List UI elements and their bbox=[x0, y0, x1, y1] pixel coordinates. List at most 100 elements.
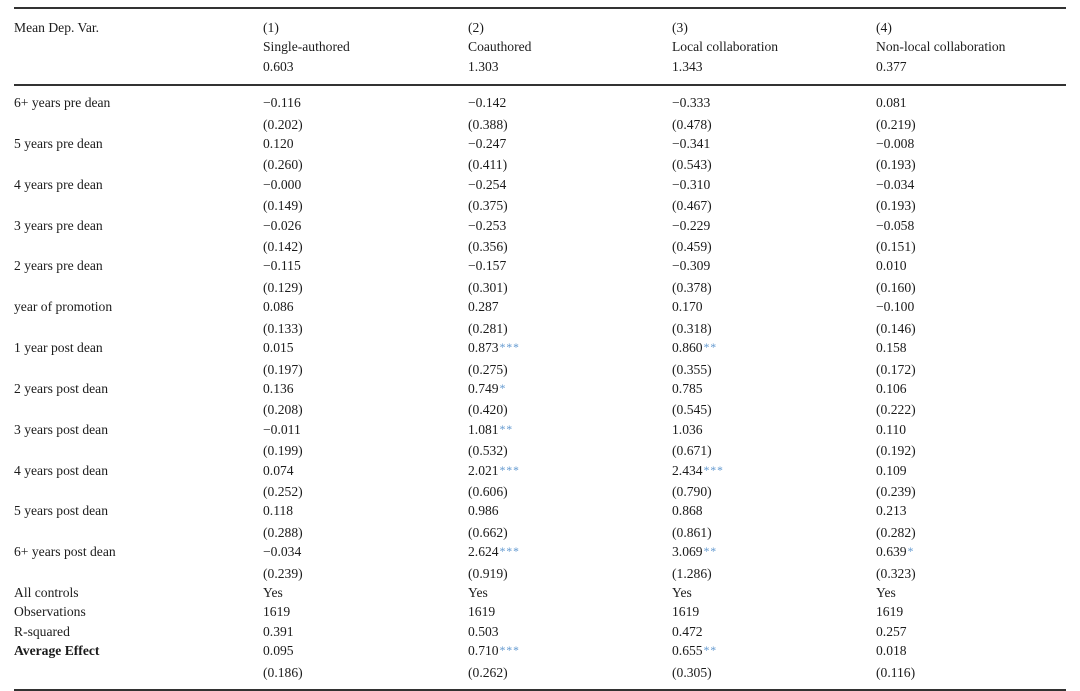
coefficient-cell: 0.710*** bbox=[468, 641, 672, 662]
coefficient-cell: 1.036 bbox=[672, 420, 876, 441]
standard-error-cell: (0.208) bbox=[263, 400, 468, 419]
standard-error-value: (0.199) bbox=[263, 443, 303, 459]
standard-error-cell: (0.478) bbox=[672, 115, 876, 134]
coefficient-cell: 0.639* bbox=[876, 542, 1066, 563]
standard-error-row: (0.149) (0.375) (0.467) (0.193) bbox=[14, 196, 1066, 215]
coefficient-cell: −0.008 bbox=[876, 134, 1066, 155]
standard-error-row: (0.202) (0.388) (0.478) (0.219) bbox=[14, 115, 1066, 134]
coefficient-cell: 0.010 bbox=[876, 256, 1066, 277]
coefficient-value: 0.010 bbox=[876, 258, 907, 274]
coefficient-row: year of promotion 0.086 0.287 0.170 −0.100 bbox=[14, 297, 1066, 318]
coefficient-cell: 0.015 bbox=[263, 338, 468, 359]
header-mean-dep-var-label: Mean Dep. Var. bbox=[14, 20, 100, 35]
standard-error-cell: (0.275) bbox=[468, 360, 672, 379]
summary-value-cell: 1619 bbox=[876, 604, 904, 620]
coefficient-value: 0.136 bbox=[263, 380, 294, 396]
standard-error-value: (0.192) bbox=[876, 443, 916, 459]
column-header-1: (1) Single-authored 0.603 bbox=[263, 8, 468, 85]
standard-error-value: (0.861) bbox=[672, 524, 712, 540]
standard-error-value: (0.281) bbox=[468, 320, 508, 336]
coefficient-value: 0.655 bbox=[672, 643, 703, 659]
standard-error-cell: (0.193) bbox=[876, 155, 1066, 174]
summary-value-cell: Yes bbox=[672, 584, 692, 600]
coefficient-value: −0.000 bbox=[263, 176, 302, 192]
standard-error-cell: (0.239) bbox=[876, 482, 1066, 501]
coefficient-cell: −0.034 bbox=[263, 542, 468, 563]
row-label: Average Effect bbox=[14, 643, 100, 659]
row-label: 5 years post dean bbox=[14, 503, 108, 519]
coefficient-cell: 0.109 bbox=[876, 461, 1066, 482]
coefficient-cell: 0.213 bbox=[876, 501, 1066, 522]
standard-error-cell: (0.282) bbox=[876, 523, 1066, 542]
coefficient-row: 3 years pre dean −0.026 −0.253 −0.229 −0.058 bbox=[14, 216, 1066, 237]
coefficient-value: 2.434 bbox=[672, 462, 703, 478]
coefficient-value: 0.868 bbox=[672, 503, 703, 519]
standard-error-cell: (0.919) bbox=[468, 564, 672, 583]
standard-error-value: (0.378) bbox=[672, 279, 712, 295]
row-label: 4 years pre dean bbox=[14, 176, 103, 192]
coefficient-cell: 0.106 bbox=[876, 379, 1066, 400]
significance-stars: *** bbox=[499, 464, 520, 477]
significance-stars: *** bbox=[499, 645, 520, 658]
standard-error-value: (0.219) bbox=[876, 116, 916, 132]
coefficient-value: 0.095 bbox=[263, 643, 294, 659]
standard-error-value: (0.116) bbox=[876, 664, 916, 680]
coefficient-value: 0.986 bbox=[468, 503, 499, 519]
coefficient-value: 2.624 bbox=[468, 544, 499, 560]
coefficient-value: 1.036 bbox=[672, 421, 703, 437]
coefficient-row: 1 year post dean 0.015 0.873*** 0.860** 0.15… bbox=[14, 338, 1066, 359]
standard-error-cell: (0.606) bbox=[468, 482, 672, 501]
standard-error-cell: (0.202) bbox=[263, 115, 468, 134]
column-mean-value: 1.343 bbox=[672, 58, 703, 74]
column-title: Non-local collaboration bbox=[876, 39, 1006, 55]
header-row: Mean Dep. Var. (1) Single-authored 0.603 (2)… bbox=[14, 8, 1066, 85]
coefficient-value: −0.011 bbox=[263, 421, 301, 437]
coefficient-cell: −0.100 bbox=[876, 297, 1066, 318]
coefficient-value: −0.142 bbox=[468, 95, 507, 111]
standard-error-value: (0.142) bbox=[263, 239, 303, 255]
standard-error-value: (0.323) bbox=[876, 565, 916, 581]
standard-error-row: (0.288) (0.662) (0.861) (0.282) bbox=[14, 523, 1066, 542]
summary-row: R-squared 0.391 0.503 0.472 0.257 bbox=[14, 622, 1066, 641]
summary-row: Observations 1619 1619 1619 1619 bbox=[14, 602, 1066, 621]
coefficient-value: −0.100 bbox=[876, 299, 915, 315]
standard-error-cell: (0.545) bbox=[672, 400, 876, 419]
coefficient-cell: −0.229 bbox=[672, 216, 876, 237]
standard-error-cell: (0.199) bbox=[263, 441, 468, 460]
standard-error-value: (0.545) bbox=[672, 402, 712, 418]
coefficient-value: 0.109 bbox=[876, 462, 907, 478]
row-label: 6+ years pre dean bbox=[14, 95, 111, 111]
coefficient-value: 0.287 bbox=[468, 299, 499, 315]
coefficient-cell: −0.309 bbox=[672, 256, 876, 277]
standard-error-value: (0.467) bbox=[672, 198, 712, 214]
standard-error-value: (1.286) bbox=[672, 565, 712, 581]
coefficient-cell: 0.136 bbox=[263, 379, 468, 400]
coefficient-value: −0.310 bbox=[672, 176, 711, 192]
column-mean-value: 0.377 bbox=[876, 58, 907, 74]
coefficient-value: −0.034 bbox=[876, 176, 915, 192]
standard-error-row: (0.142) (0.356) (0.459) (0.151) bbox=[14, 237, 1066, 256]
standard-error-cell: (0.861) bbox=[672, 523, 876, 542]
standard-error-value: (0.420) bbox=[468, 402, 508, 418]
standard-error-value: (0.282) bbox=[876, 524, 916, 540]
standard-error-value: (0.356) bbox=[468, 239, 508, 255]
standard-error-value: (0.239) bbox=[876, 483, 916, 499]
standard-error-cell: (0.662) bbox=[468, 523, 672, 542]
coefficient-cell: −0.253 bbox=[468, 216, 672, 237]
row-label: 1 year post dean bbox=[14, 340, 103, 356]
coefficient-value: −0.309 bbox=[672, 258, 711, 274]
standard-error-cell: (0.305) bbox=[672, 663, 876, 690]
standard-error-cell: (0.133) bbox=[263, 319, 468, 338]
standard-error-value: (0.318) bbox=[672, 320, 712, 336]
coefficient-cell: 0.655** bbox=[672, 641, 876, 662]
summary-value-cell: Yes bbox=[876, 584, 896, 600]
significance-stars: *** bbox=[499, 342, 520, 355]
coefficient-cell: −0.058 bbox=[876, 216, 1066, 237]
standard-error-cell: (0.543) bbox=[672, 155, 876, 174]
standard-error-cell: (0.671) bbox=[672, 441, 876, 460]
row-label: 2 years post dean bbox=[14, 380, 108, 396]
standard-error-row: (0.133) (0.281) (0.318) (0.146) bbox=[14, 319, 1066, 338]
coefficient-cell: 0.868 bbox=[672, 501, 876, 522]
coefficient-value: −0.254 bbox=[468, 176, 507, 192]
coefficient-cell: −0.000 bbox=[263, 175, 468, 196]
